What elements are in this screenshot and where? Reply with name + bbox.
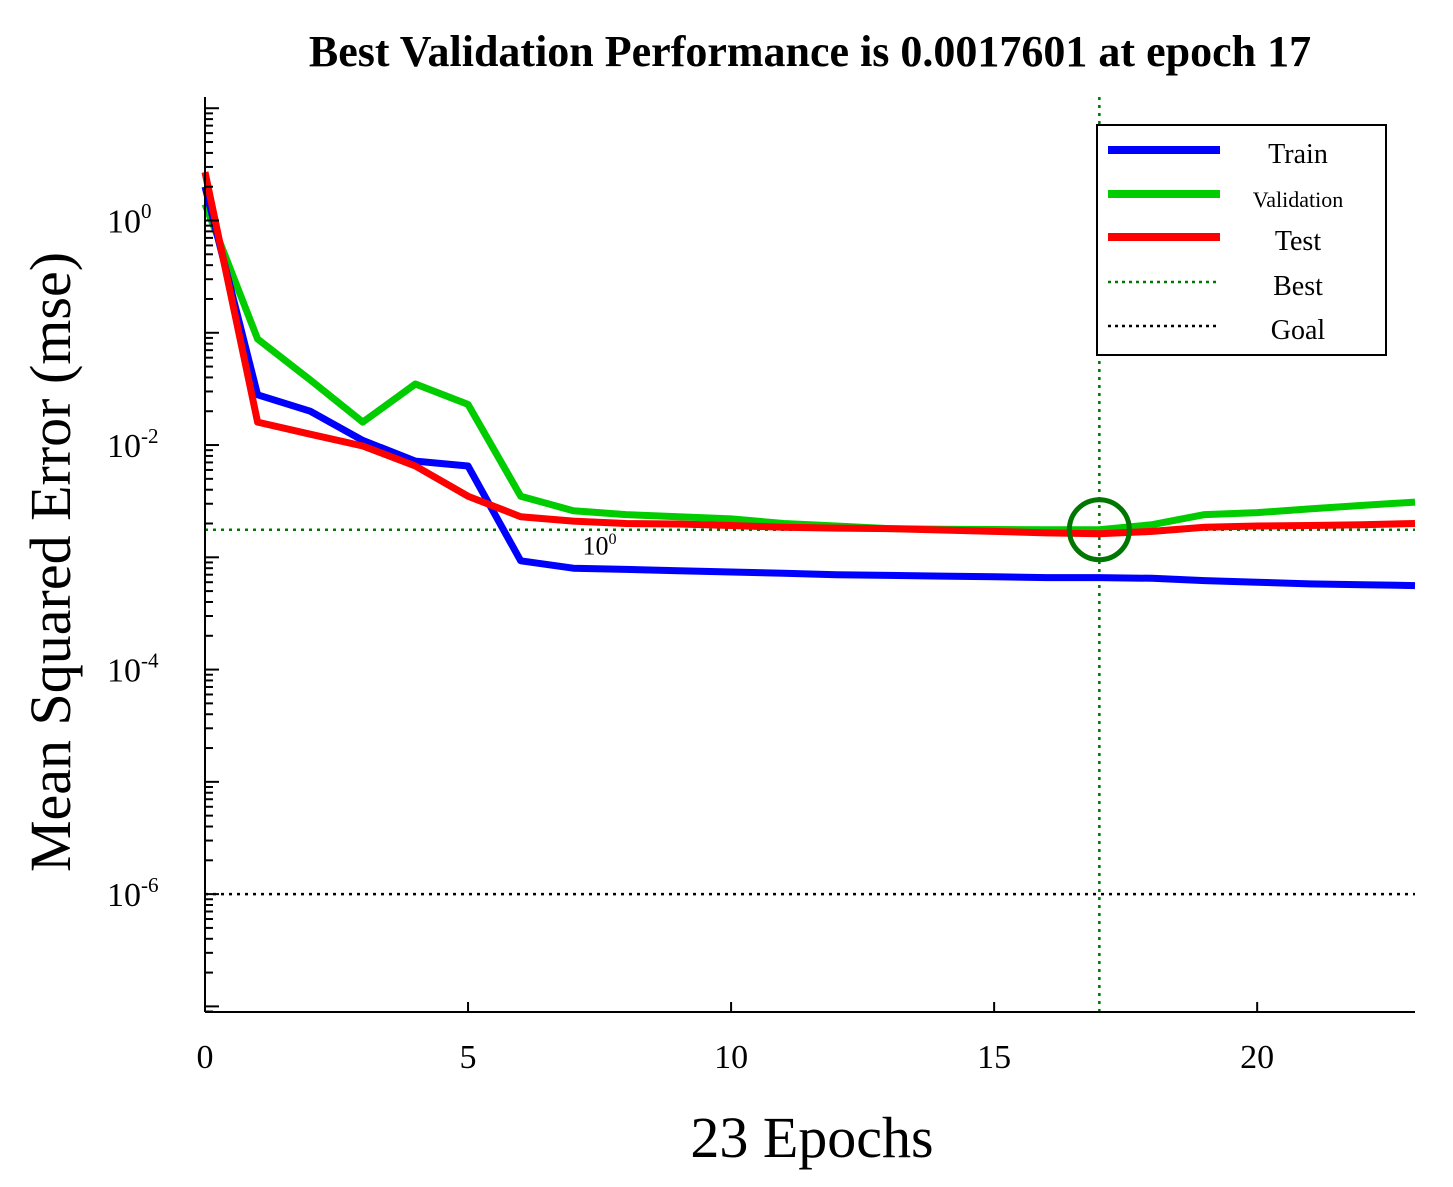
series-line-test — [201, 171, 1416, 538]
y-tick-label: 100 — [107, 199, 152, 240]
x-tick-label: 20 — [1240, 1039, 1274, 1076]
legend-label-validation: Validation — [1253, 187, 1343, 212]
y-tick-label: 10-6 — [107, 873, 159, 914]
plot-series — [201, 171, 1416, 590]
y-axis-label: Mean Squared Error (mse) — [18, 252, 83, 872]
annotation: 100 — [583, 531, 617, 561]
chart-title: Best Validation Performance is 0.0017601… — [309, 27, 1311, 76]
x-tick-label: 0 — [197, 1039, 214, 1076]
axis-ticks: 0 5 10 15 20 100 10-2 10-4 10-6 — [107, 107, 1274, 1076]
y-tick-label: 10-4 — [107, 648, 159, 689]
best-marker — [1066, 497, 1132, 563]
x-tick-label: 10 — [714, 1039, 748, 1076]
legend-label-train: Train — [1268, 139, 1328, 170]
x-tick-label: 5 — [460, 1039, 477, 1076]
y-tick-label: 10-2 — [107, 424, 159, 465]
legend-label-goal: Goal — [1271, 315, 1326, 346]
legend: Train Validation Test Best Goal — [1096, 124, 1387, 356]
series-line-train — [201, 185, 1416, 590]
x-axis-label: 23 Epochs — [690, 1105, 933, 1170]
annotation-label: 100 — [583, 531, 617, 561]
legend-label-test: Test — [1275, 226, 1321, 257]
legend-label-best: Best — [1273, 271, 1323, 302]
x-tick-label: 15 — [977, 1039, 1011, 1076]
